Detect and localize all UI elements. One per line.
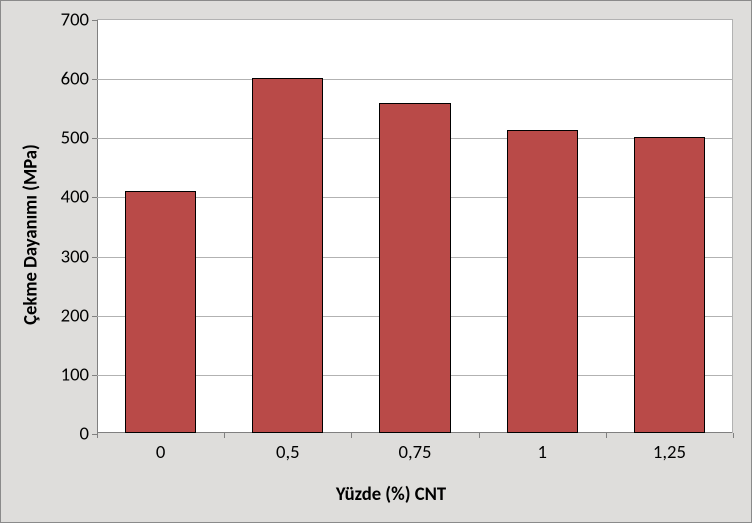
- y-tick-mark: [92, 138, 97, 139]
- x-tick-mark: [224, 433, 225, 438]
- y-tick-mark: [92, 197, 97, 198]
- x-tick-mark: [351, 433, 352, 438]
- bar: [252, 78, 323, 433]
- x-tick-label: 0: [156, 441, 165, 464]
- x-axis-label: Yüzde (%) CNT: [291, 483, 491, 506]
- x-tick-mark: [97, 433, 98, 438]
- x-tick-label: 0,75: [398, 441, 431, 464]
- bar: [379, 103, 450, 433]
- y-tick-label: 300: [61, 245, 89, 268]
- x-tick-mark: [606, 433, 607, 438]
- plot-area: 010020030040050060070000,50,7511,25: [97, 19, 733, 433]
- x-tick-label: 0,5: [276, 441, 300, 464]
- y-axis-label: Çekme Dayanımı (MPa): [20, 85, 43, 385]
- y-tick-label: 600: [61, 68, 89, 91]
- bar: [634, 137, 705, 433]
- x-tick-label: 1: [537, 441, 546, 464]
- bar: [125, 191, 196, 433]
- y-tick-mark: [92, 316, 97, 317]
- y-tick-label: 500: [61, 127, 89, 150]
- bar: [507, 130, 578, 433]
- y-tick-label: 200: [61, 304, 89, 327]
- y-tick-label: 0: [80, 423, 89, 446]
- y-tick-label: 100: [61, 363, 89, 386]
- gridline: [97, 79, 732, 80]
- y-tick-label: 400: [61, 186, 89, 209]
- x-tick-mark: [733, 433, 734, 438]
- y-tick-mark: [92, 375, 97, 376]
- y-tick-label: 700: [61, 9, 89, 32]
- y-tick-mark: [92, 20, 97, 21]
- y-axis-line: [97, 20, 98, 433]
- bar-chart: 010020030040050060070000,50,7511,25 Çekm…: [0, 0, 752, 523]
- y-tick-mark: [92, 257, 97, 258]
- x-tick-mark: [479, 433, 480, 438]
- y-tick-mark: [92, 79, 97, 80]
- x-tick-label: 1,25: [653, 441, 686, 464]
